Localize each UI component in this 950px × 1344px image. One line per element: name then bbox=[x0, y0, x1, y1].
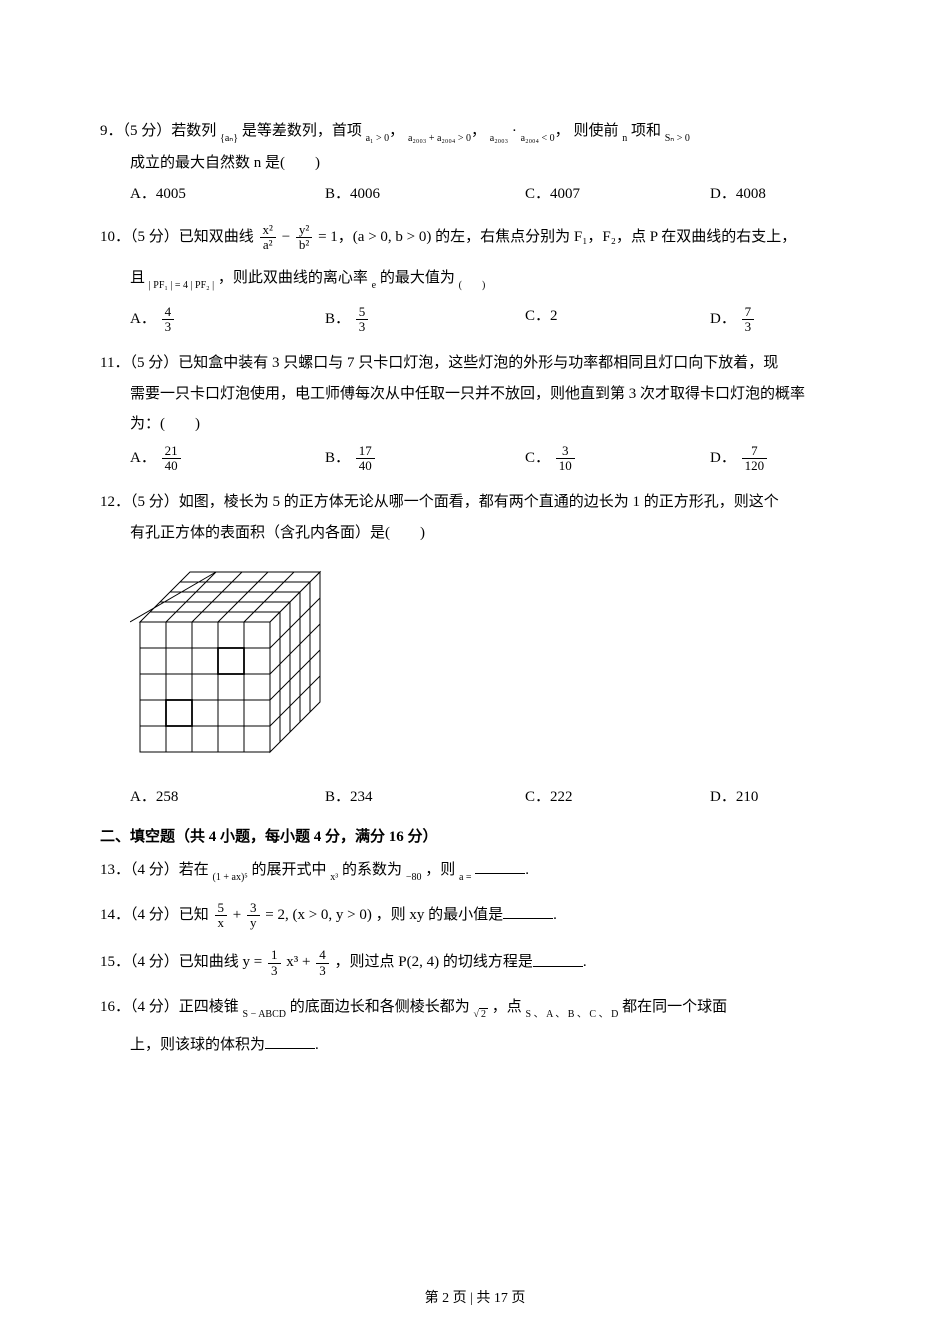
q11-line2: 需要一只卡口灯泡使用，电工师傅每次从中任取一只并不放回，则他直到第 3 次才取得… bbox=[100, 383, 850, 406]
q10-opt-D: D． 73 bbox=[710, 305, 756, 335]
q16-number: 16． bbox=[100, 999, 130, 1015]
q14-number: 14． bbox=[100, 907, 130, 923]
q9-opt-A: A．4005 bbox=[130, 183, 325, 206]
q15-number: 15． bbox=[100, 955, 130, 971]
q11-options: A． 2140 B． 1740 C． 310 D． 7120 bbox=[100, 444, 850, 474]
cube-diagram bbox=[130, 562, 340, 762]
q11-opt-B: B． 1740 bbox=[325, 444, 525, 474]
q10-options: A． 43 B． 53 C．2 D． 73 bbox=[100, 305, 850, 335]
question-13: 13．（4 分）若在 (1 + ax)⁵ 的展开式中 x³ 的系数为 −80 ，… bbox=[100, 859, 850, 883]
q11-opt-D: D． 7120 bbox=[710, 444, 769, 474]
q15-line: 15．（4 分）已知曲线 y = 13 x³ + 43 ，则过点 P(2, 4)… bbox=[100, 948, 850, 978]
q10-frac-x: x²a² bbox=[260, 223, 276, 253]
q12-opt-B: B．234 bbox=[325, 786, 525, 809]
q12-opt-D: D．210 bbox=[710, 786, 758, 809]
q11-opt-A: A． 2140 bbox=[130, 444, 325, 474]
q11-opt-C: C． 310 bbox=[525, 444, 710, 474]
q9-opt-B: B．4006 bbox=[325, 183, 525, 206]
q11-line3: 为：( ) bbox=[100, 413, 850, 436]
question-15: 15．（4 分）已知曲线 y = 13 x³ + 43 ，则过点 P(2, 4)… bbox=[100, 948, 850, 978]
q10-points: （5 分） bbox=[130, 229, 179, 245]
q9-line2: 成立的最大自然数 n 是( ) bbox=[100, 152, 850, 175]
question-12: 12．（5 分）如图，棱长为 5 的正方体无论从哪一个面看，都有两个直通的边长为… bbox=[100, 491, 850, 808]
q10-line2: 且 | PF₁ | = 4 | PF₂ | ，则此双曲线的离心率 e 的最大值为… bbox=[100, 267, 850, 291]
q11-points: （5 分） bbox=[129, 355, 178, 371]
q9-line1: 9．（5 分）若数列 {aₙ} 是等差数列，首项 a₁ > 0， a₂₀₀₃ +… bbox=[100, 120, 850, 144]
q16-points: （4 分） bbox=[130, 999, 179, 1015]
q9-options: A．4005 B．4006 C．4007 D．4008 bbox=[100, 183, 850, 206]
q12-line1: 12．（5 分）如图，棱长为 5 的正方体无论从哪一个面看，都有两个直通的边长为… bbox=[100, 491, 850, 514]
q16-line2: 上，则该球的体积为. bbox=[100, 1034, 850, 1057]
q12-number: 12． bbox=[100, 494, 130, 510]
q12-opt-C: C．222 bbox=[525, 786, 710, 809]
q11-number: 11． bbox=[100, 355, 129, 371]
q9-opt-C: C．4007 bbox=[525, 183, 710, 206]
q16-blank bbox=[265, 1035, 315, 1049]
q15-points: （4 分） bbox=[130, 955, 179, 971]
q12-points: （5 分） bbox=[130, 494, 179, 510]
q16-line1: 16．（4 分）正四棱锥 S − ABCD 的底面边长和各侧棱长都为 √2 ，点… bbox=[100, 996, 850, 1020]
section2-title: 二、填空题（共 4 小题，每小题 4 分，满分 16 分） bbox=[100, 826, 850, 849]
q13-blank bbox=[475, 860, 525, 874]
q9-number: 9． bbox=[100, 123, 123, 139]
q13-points: （4 分） bbox=[130, 862, 179, 878]
question-14: 14．（4 分）已知 5x + 3y = 2, (x > 0, y > 0) ，… bbox=[100, 901, 850, 931]
q14-points: （4 分） bbox=[130, 907, 179, 923]
q10-opt-B: B． 53 bbox=[325, 305, 525, 335]
q10-number: 10． bbox=[100, 229, 130, 245]
page-footer: 第 2 页 | 共 17 页 bbox=[0, 1288, 950, 1309]
q13-line: 13．（4 分）若在 (1 + ax)⁵ 的展开式中 x³ 的系数为 −80 ，… bbox=[100, 859, 850, 883]
question-9: 9．（5 分）若数列 {aₙ} 是等差数列，首项 a₁ > 0， a₂₀₀₃ +… bbox=[100, 120, 850, 205]
q11-line1: 11．（5 分）已知盒中装有 3 只螺口与 7 只卡口灯泡，这些灯泡的外形与功率… bbox=[100, 352, 850, 375]
q10-opt-A: A． 43 bbox=[130, 305, 325, 335]
q9-points: （5 分） bbox=[123, 123, 172, 139]
q12-line2: 有孔正方体的表面积（含孔内各面）是( ) bbox=[100, 522, 850, 545]
q10-line1: 10．（5 分）已知双曲线 x²a² − y²b² = 1，(a > 0, b … bbox=[100, 223, 850, 253]
q15-blank bbox=[533, 953, 583, 967]
question-16: 16．（4 分）正四棱锥 S − ABCD 的底面边长和各侧棱长都为 √2 ，点… bbox=[100, 996, 850, 1057]
q14-blank bbox=[503, 905, 553, 919]
q12-options: A．258 B．234 C．222 D．210 bbox=[100, 786, 850, 809]
q10-frac-y: y²b² bbox=[296, 223, 312, 253]
q12-opt-A: A．258 bbox=[130, 786, 325, 809]
q9-opt-D: D．4008 bbox=[710, 183, 766, 206]
q13-number: 13． bbox=[100, 862, 130, 878]
q14-line: 14．（4 分）已知 5x + 3y = 2, (x > 0, y > 0) ，… bbox=[100, 901, 850, 931]
q10-opt-C: C．2 bbox=[525, 305, 710, 335]
question-11: 11．（5 分）已知盒中装有 3 只螺口与 7 只卡口灯泡，这些灯泡的外形与功率… bbox=[100, 352, 850, 473]
question-10: 10．（5 分）已知双曲线 x²a² − y²b² = 1，(a > 0, b … bbox=[100, 223, 850, 334]
